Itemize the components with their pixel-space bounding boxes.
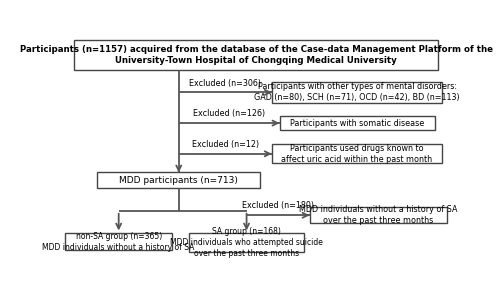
FancyBboxPatch shape: [74, 40, 438, 70]
FancyBboxPatch shape: [272, 82, 442, 103]
Text: MDD individuals without a history of SA
over the past three months: MDD individuals without a history of SA …: [299, 205, 458, 225]
FancyBboxPatch shape: [280, 116, 434, 130]
Text: Participants with other types of mental disorders:
GAD (n=80), SCH (n=71), OCD (: Participants with other types of mental …: [254, 82, 460, 102]
FancyBboxPatch shape: [98, 172, 260, 188]
FancyBboxPatch shape: [190, 233, 304, 252]
Text: non-SA group (n=365)
MDD individuals without a history of SA: non-SA group (n=365) MDD individuals wit…: [42, 231, 195, 252]
Text: MDD participants (n=713): MDD participants (n=713): [120, 176, 238, 185]
Text: Participants (n=1157) acquired from the database of the Case-data Management Pla: Participants (n=1157) acquired from the …: [20, 45, 493, 65]
Text: Excluded (n=126): Excluded (n=126): [193, 109, 265, 118]
Text: Excluded (n=180): Excluded (n=180): [242, 201, 314, 210]
Text: Participants with somatic disease: Participants with somatic disease: [290, 119, 424, 128]
FancyBboxPatch shape: [66, 233, 172, 250]
Text: Excluded (n=306): Excluded (n=306): [190, 79, 261, 87]
Text: SA group (n=168)
MDD individuals who attempted suicide
over the past three month: SA group (n=168) MDD individuals who att…: [170, 227, 323, 258]
Text: Participants used drugs known to
affect uric acid within the past month: Participants used drugs known to affect …: [282, 144, 432, 164]
Text: Excluded (n=12): Excluded (n=12): [192, 140, 259, 149]
FancyBboxPatch shape: [310, 207, 447, 223]
FancyBboxPatch shape: [272, 144, 442, 163]
